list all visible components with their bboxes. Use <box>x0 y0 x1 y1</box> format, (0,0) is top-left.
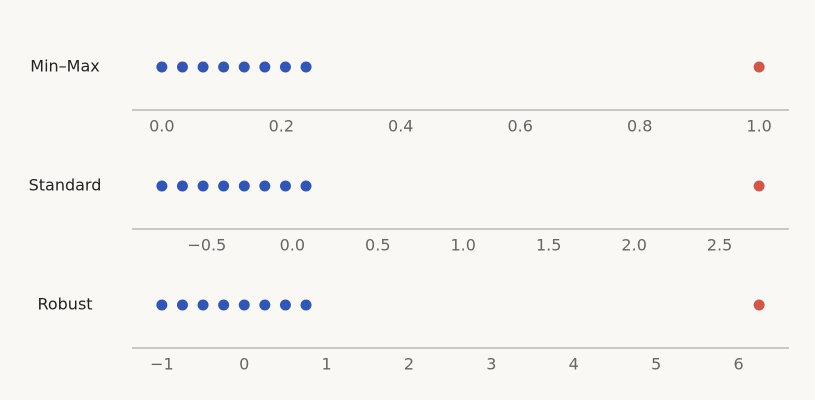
dot <box>259 180 271 192</box>
x-tick-label: 2.0 <box>621 236 646 255</box>
dot <box>753 61 765 73</box>
x-tick-label: 3 <box>486 355 496 374</box>
dot <box>259 299 271 311</box>
dot <box>156 61 168 73</box>
x-tick-label: 0.0 <box>280 236 305 255</box>
x-tick-label: 4 <box>569 355 579 374</box>
dot <box>197 180 209 192</box>
x-tick-label: 2.5 <box>707 236 732 255</box>
row-label: Robust <box>37 295 92 314</box>
x-tick-label: 5 <box>651 355 661 374</box>
dot <box>238 61 250 73</box>
dot <box>176 61 188 73</box>
x-tick-label: 0.8 <box>627 117 652 136</box>
dot <box>218 61 230 73</box>
x-tick-label: −0.5 <box>187 236 226 255</box>
x-tick-label: 1.0 <box>746 117 771 136</box>
row-label: Min–Max <box>30 57 99 76</box>
x-tick-label: 1.5 <box>536 236 561 255</box>
dot <box>300 180 312 192</box>
dot <box>197 299 209 311</box>
dot <box>218 180 230 192</box>
dot <box>176 180 188 192</box>
x-tick-label: 6 <box>733 355 743 374</box>
dot <box>176 299 188 311</box>
x-tick-label: 0.4 <box>388 117 413 136</box>
dot <box>218 299 230 311</box>
dot <box>197 61 209 73</box>
dot <box>259 61 271 73</box>
x-tick-label: 2 <box>404 355 414 374</box>
dot <box>753 299 765 311</box>
dot <box>279 61 291 73</box>
dot <box>300 61 312 73</box>
x-tick-label: 0.2 <box>269 117 294 136</box>
x-tick-label: 1.0 <box>451 236 476 255</box>
dot <box>238 180 250 192</box>
x-tick-label: 0.5 <box>365 236 390 255</box>
dot <box>156 299 168 311</box>
row-label: Standard <box>29 176 102 195</box>
x-tick-label: 0 <box>239 355 249 374</box>
x-tick-label: 0.6 <box>508 117 533 136</box>
dot <box>238 299 250 311</box>
dot <box>300 299 312 311</box>
x-tick-label: 0.0 <box>149 117 174 136</box>
dot <box>279 299 291 311</box>
x-tick-label: −1 <box>150 355 174 374</box>
dot <box>156 180 168 192</box>
x-tick-label: 1 <box>322 355 332 374</box>
dot <box>753 180 765 192</box>
dot <box>279 180 291 192</box>
